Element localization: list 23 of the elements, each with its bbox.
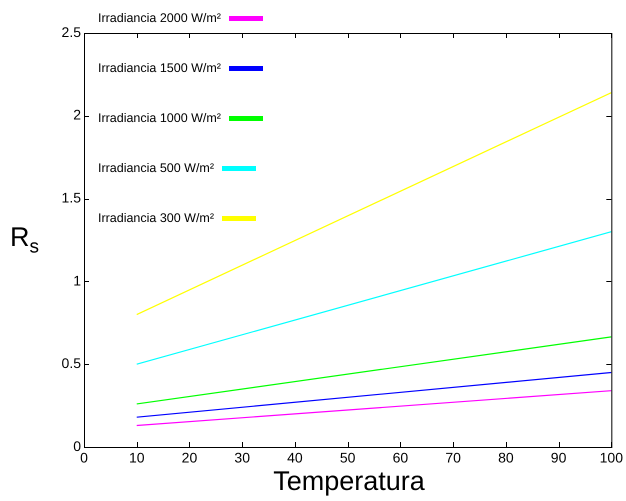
x-tick-label: 10 <box>128 449 145 466</box>
y-tick-label: 1.5 <box>62 189 82 206</box>
x-tick-label: 100 <box>600 449 624 466</box>
x-tick-label: 20 <box>182 449 198 466</box>
y-axis-title: R$_{s}$ <box>10 222 39 258</box>
y-tick-label: 1 <box>73 272 82 288</box>
x-tick-label: 80 <box>498 449 514 466</box>
legend-label: Irradiancia 2000 W/m² <box>98 11 221 25</box>
x-tick-label: 60 <box>392 449 408 466</box>
x-tick-label: 90 <box>550 449 567 466</box>
legend-label: Irradiancia 1000 W/m² <box>98 111 221 125</box>
x-tick-label: 30 <box>234 449 250 466</box>
x-tick-label: 40 <box>287 449 303 466</box>
x-tick-label: 70 <box>445 449 462 466</box>
y-tick-label: 2 <box>73 106 82 123</box>
x-tick-label: 50 <box>340 449 356 466</box>
legend-label: Irradiancia 500 W/m² <box>98 161 214 175</box>
x-axis-title: Temperatura <box>272 466 426 497</box>
legend-label: Irradiancia 300 W/m² <box>98 211 214 225</box>
y-tick-label: 2.5 <box>62 24 82 40</box>
legend-label: Irradiancia 1500 W/m² <box>98 61 221 75</box>
y-tick-label: 0 <box>73 438 82 454</box>
y-tick-label: 0.5 <box>62 355 82 372</box>
